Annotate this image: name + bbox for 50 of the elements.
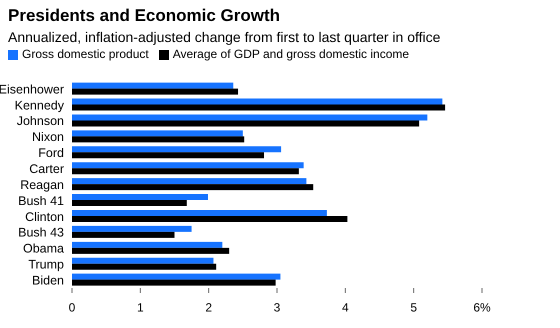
bar: [72, 216, 348, 222]
bar: [72, 264, 216, 270]
bar: [72, 232, 174, 238]
bar: [72, 82, 234, 89]
y-tick-label: Nixon: [32, 130, 64, 144]
bar: [72, 114, 428, 120]
x-tick-label: 0: [68, 300, 76, 315]
bar: [72, 258, 214, 264]
bar: [72, 136, 244, 142]
y-tick-label: Ford: [38, 146, 64, 160]
bar: [72, 146, 282, 152]
x-tick-label: 3: [274, 300, 281, 315]
bar: [72, 248, 230, 254]
bar: [72, 200, 187, 206]
chart-subtitle: Annualized, inflation-adjusted change from first to last quarter in office: [7, 28, 442, 47]
x-tick-label: 1: [136, 300, 144, 315]
bar: [72, 226, 192, 232]
bar: [72, 130, 243, 136]
y-tick-label: Eisenhower: [0, 82, 64, 96]
chart-title: Presidents and Economic Growth: [7, 5, 282, 26]
y-tick-label: Bush 43: [18, 226, 64, 240]
x-tick-label: 6%: [473, 300, 491, 315]
bar: [72, 280, 276, 286]
legend-label: Gross domestic product: [22, 47, 149, 61]
bar: [72, 152, 264, 158]
x-tick-label: 2: [205, 300, 212, 315]
bar: [72, 184, 314, 190]
y-tick-label: Carter: [29, 162, 64, 176]
bar: [72, 178, 306, 184]
bar: [72, 88, 238, 95]
y-tick-label: Reagan: [20, 178, 64, 192]
y-tick-label: Bush 41: [18, 194, 64, 208]
legend-label: Average of GDP and gross domestic income: [172, 47, 410, 61]
y-tick-label: Obama: [23, 242, 64, 256]
y-tick-label: Biden: [32, 273, 64, 288]
y-tick-label: Johnson: [16, 114, 64, 128]
bar: [72, 194, 208, 200]
bar: [72, 98, 442, 105]
bar: [72, 274, 280, 280]
x-tick-label: 4: [342, 300, 349, 315]
bar: [72, 242, 222, 248]
x-tick-label: 5: [410, 300, 418, 315]
y-tick-label: Kennedy: [14, 98, 65, 112]
y-tick-label: Clinton: [25, 210, 64, 224]
bar: [72, 120, 420, 126]
bar: [72, 162, 304, 168]
bar: [72, 168, 299, 174]
bar: [72, 104, 446, 111]
y-tick-label: Trump: [28, 258, 64, 272]
bar: [72, 210, 327, 216]
